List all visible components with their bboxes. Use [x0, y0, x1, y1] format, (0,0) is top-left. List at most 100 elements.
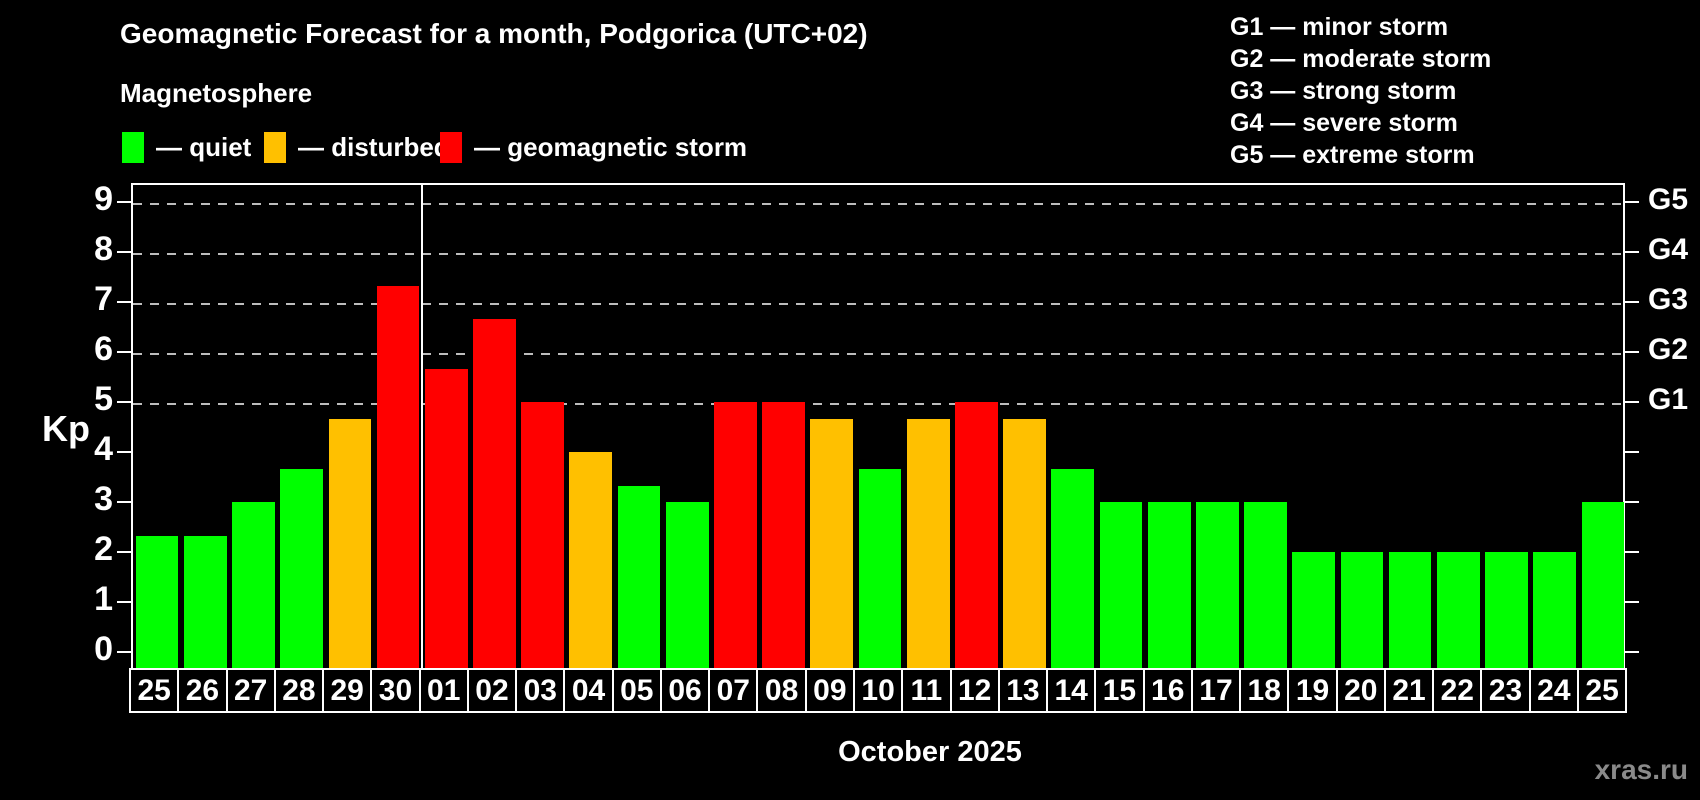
day-label-04: 04 [563, 668, 614, 713]
kp-bar-02 [473, 318, 516, 668]
legend-label-disturbed: — disturbed [298, 131, 450, 162]
kp-bar-25 [1581, 502, 1625, 668]
kp-bar-05 [617, 485, 661, 668]
kp-bar-07 [714, 402, 757, 668]
gridline-kp6 [133, 353, 1623, 355]
g5-legend-line: G5 — extreme storm [1230, 141, 1475, 169]
right-axis-label-G1: G1 [1648, 383, 1689, 416]
day-label-12: 12 [949, 668, 1000, 713]
kp-bar-17 [1196, 502, 1239, 668]
kp-bar-24 [1533, 552, 1577, 668]
right-axis-label-G5: G5 [1648, 183, 1689, 216]
kp-bar-10 [858, 468, 902, 668]
storm-swatch-icon [440, 131, 462, 163]
day-label-10: 10 [852, 668, 904, 713]
day-label-19: 19 [1287, 668, 1338, 713]
kp-bar-14 [1051, 468, 1095, 668]
y-axis-tick-9 [117, 201, 131, 203]
day-label-23: 23 [1480, 668, 1531, 713]
legend-item-quiet: — quiet [122, 130, 251, 164]
day-label-prev-25: 25 [129, 668, 180, 713]
day-label-22: 22 [1432, 668, 1483, 713]
kp-bar-13 [1003, 418, 1046, 668]
kp-bar-30 [376, 285, 420, 668]
day-label-25: 25 [1576, 668, 1628, 713]
g1-legend-line: G1 — minor storm [1230, 13, 1449, 41]
kp-bar-09 [810, 418, 854, 668]
right-axis-tick-5 [1625, 401, 1639, 403]
y-axis-tick-1 [117, 601, 131, 603]
quiet-swatch-icon [122, 131, 144, 163]
kp-bar-01 [424, 368, 468, 668]
gridline-kp5 [133, 403, 1623, 405]
kp-bar-23 [1485, 552, 1528, 668]
legend-item-disturbed: — disturbed [264, 130, 450, 164]
gridline-kp8 [133, 253, 1623, 255]
legend-item-storm: — geomagnetic storm [440, 130, 747, 164]
gridline-kp9 [133, 203, 1623, 205]
kp-bar-08 [762, 402, 805, 668]
right-axis-tick-7 [1625, 301, 1639, 303]
right-axis-label-G4: G4 [1648, 233, 1689, 266]
y-axis-label-1: 1 [94, 580, 113, 618]
right-axis-tick-6 [1625, 351, 1639, 353]
kp-bar-12 [955, 402, 998, 668]
right-axis-label-G2: G2 [1648, 333, 1689, 366]
day-label-01: 01 [418, 668, 469, 713]
right-axis-tick-9 [1625, 201, 1639, 203]
y-axis-label-7: 7 [94, 280, 113, 318]
right-axis-tick-1 [1625, 601, 1639, 603]
y-axis-tick-2 [117, 551, 131, 553]
day-label-11: 11 [901, 668, 952, 713]
kp-bar-28 [280, 468, 324, 668]
right-axis-tick-2 [1625, 551, 1639, 553]
kp-bar-29 [328, 418, 372, 668]
kp-bar-26 [183, 535, 227, 668]
day-label-18: 18 [1239, 668, 1290, 713]
chart-subtitle: Magnetosphere [120, 78, 313, 108]
right-axis-tick-4 [1625, 451, 1639, 453]
day-label-14: 14 [1046, 668, 1097, 713]
watermark: xras.ru [1594, 754, 1688, 785]
day-label-prev-30: 30 [370, 668, 421, 713]
y-axis-label-9: 9 [94, 180, 113, 218]
g-scale-legend: G1 — minor storm G2 — moderate storm G3 … [1230, 11, 1491, 171]
chart-title: Geomagnetic Forecast for a month, Podgor… [120, 18, 868, 49]
x-axis-label-row: 25 26 27 28 29 30 01 02 03 04 05 06 07 08 09 10 11 12 13 14… [129, 668, 1628, 713]
day-label-prev-28: 28 [273, 668, 325, 713]
y-axis-tick-7 [117, 301, 131, 303]
y-axis-title: Kp [42, 408, 90, 449]
kp-bar-21 [1388, 552, 1432, 668]
day-label-08: 08 [756, 668, 807, 713]
day-label-24: 24 [1528, 668, 1579, 713]
kp-bar-27 [232, 502, 275, 668]
day-label-02: 02 [466, 668, 518, 713]
day-label-17: 17 [1190, 668, 1242, 713]
month-separator-line [421, 185, 424, 668]
kp-bar-15 [1099, 502, 1143, 668]
kp-bar-11 [906, 418, 950, 668]
kp-bar-20 [1340, 552, 1384, 668]
g3-legend-line: G3 — strong storm [1230, 77, 1457, 105]
kp-bar-19 [1292, 552, 1336, 668]
x-axis-title: October 2025 [838, 736, 1022, 768]
day-label-21: 21 [1383, 668, 1435, 713]
y-axis-tick-6 [117, 351, 131, 353]
y-axis-label-0: 0 [94, 630, 113, 668]
right-axis-label-G3: G3 [1648, 283, 1689, 316]
disturbed-swatch-icon [264, 131, 286, 163]
kp-bar-18 [1244, 502, 1287, 668]
day-label-06: 06 [659, 668, 711, 713]
gridline-kp7 [133, 303, 1623, 305]
kp-bar-06 [665, 502, 709, 668]
y-axis-tick-3 [117, 501, 131, 503]
g2-legend-line: G2 — moderate storm [1230, 45, 1492, 73]
y-axis-label-2: 2 [94, 530, 113, 568]
day-label-05: 05 [611, 668, 662, 713]
plot-area [131, 183, 1625, 668]
day-label-03: 03 [515, 668, 566, 713]
day-label-15: 15 [1094, 668, 1145, 713]
day-label-16: 16 [1142, 668, 1193, 713]
day-label-20: 20 [1335, 668, 1386, 713]
kp-bar-25 [135, 535, 179, 668]
